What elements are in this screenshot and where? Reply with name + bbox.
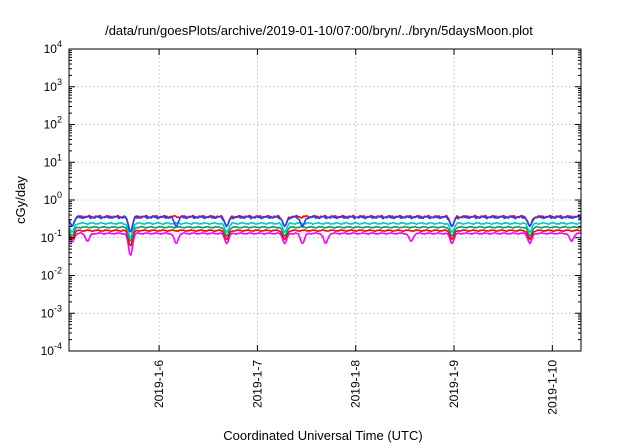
y-tick-base: 10: [41, 231, 55, 245]
y-tick-base: 10: [44, 155, 58, 169]
y-tick-label: 103: [44, 77, 62, 94]
y-tick-label: 102: [44, 115, 62, 132]
x-axis-label: Coordinated Universal Time (UTC): [223, 428, 422, 443]
x-tick-label: 2019-1-8: [349, 360, 363, 408]
x-tick-label: 2019-1-9: [447, 360, 461, 408]
y-tick-label: 10-3: [41, 303, 62, 320]
x-tick-labels: 2019-1-6 2019-1-7 2019-1-8 2019-1-9 2019-1-1…: [152, 360, 559, 415]
x-tick-label: 2019-1-6: [152, 360, 166, 408]
y-tick-base: 10: [41, 306, 55, 320]
y-tick-exponent: 2: [57, 115, 62, 125]
series-line: [68, 229, 582, 247]
y-tick-label: 101: [44, 152, 62, 169]
y-tick-exponent: 4: [57, 39, 62, 49]
y-tick-base: 10: [41, 269, 55, 283]
y-tick-exponent: -3: [54, 303, 62, 313]
y-tick-base: 10: [44, 80, 58, 94]
y-tick-exponent: -2: [54, 266, 62, 276]
y-tick-exponent: 0: [57, 190, 62, 200]
y-axis-label: cGy/day: [13, 176, 28, 224]
x-tick-label: 2019-1-10: [545, 360, 559, 415]
chart-title: /data/run/goesPlots/archive/2019-01-10/0…: [105, 23, 533, 38]
ticks: [69, 48, 581, 352]
y-tick-label: 104: [44, 39, 62, 56]
series-layer: [68, 214, 582, 256]
y-tick-base: 10: [44, 42, 58, 56]
grid: [69, 49, 581, 351]
y-tick-label: 100: [44, 190, 62, 207]
series-line: [68, 221, 582, 238]
y-tick-label: 10-4: [41, 341, 62, 358]
y-tick-base: 10: [44, 193, 58, 207]
y-tick-exponent: -4: [54, 341, 62, 351]
y-tick-exponent: 1: [57, 152, 62, 162]
series-line: [68, 231, 582, 256]
x-tick-label: 2019-1-7: [250, 360, 264, 408]
y-tick-label: 10-1: [41, 228, 62, 245]
series-line: [68, 215, 582, 233]
series-line: [68, 214, 582, 233]
series-line: [68, 225, 582, 242]
y-tick-exponent: -1: [54, 228, 62, 238]
y-tick-base: 10: [41, 344, 55, 358]
y-tick-label: 10-2: [41, 266, 62, 283]
y-tick-exponent: 3: [57, 77, 62, 87]
y-tick-base: 10: [44, 118, 58, 132]
